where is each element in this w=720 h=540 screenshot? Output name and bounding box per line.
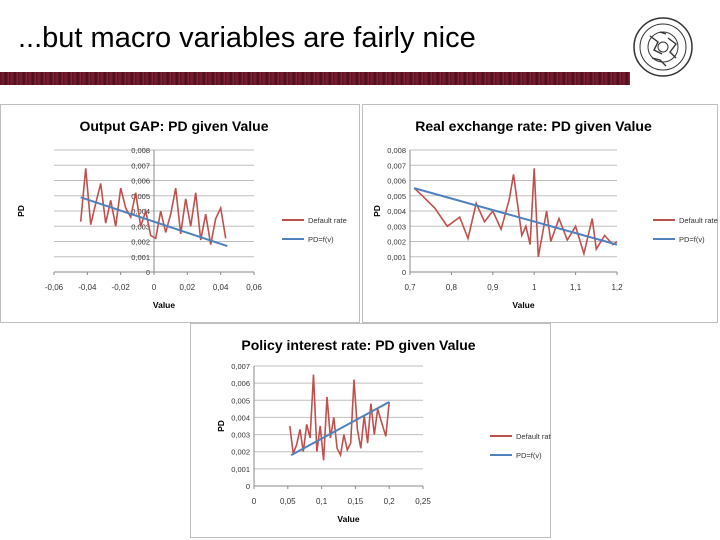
- y-tick-label: 0: [246, 482, 250, 491]
- series-line-pd-fit: [290, 401, 390, 456]
- legend-label: Default rate: [308, 216, 347, 225]
- x-tick-label: 0,1: [316, 497, 328, 506]
- x-tick-label: -0,02: [112, 283, 131, 292]
- series-line-default-rate: [413, 168, 618, 257]
- y-tick-label: 0,002: [387, 238, 406, 247]
- chart-frame: [0, 104, 360, 323]
- series-line-default-rate: [79, 168, 227, 245]
- x-tick-label: 1: [532, 283, 537, 292]
- y-tick-label: 0,003: [131, 222, 150, 231]
- x-tick-label: 0,04: [213, 283, 229, 292]
- legend-label: Default rate: [679, 216, 718, 225]
- y-tick-label: 0,007: [231, 362, 250, 371]
- chart-title: Policy interest rate: PD given Value: [241, 337, 475, 353]
- series-line-pd-fit: [80, 196, 228, 248]
- y-tick-label: 0,006: [131, 177, 150, 186]
- chart-frame: [362, 104, 718, 323]
- chart-frame: [190, 323, 551, 538]
- y-tick-label: 0,004: [131, 207, 150, 216]
- y-tick-label: 0,008: [131, 146, 150, 155]
- slide-header: ...but macro variables are fairly nice: [0, 0, 720, 85]
- legend-label: PD=f(v): [308, 235, 334, 244]
- y-tick-label: 0,006: [387, 177, 406, 186]
- x-tick-label: 0: [252, 497, 257, 506]
- y-tick-label: 0,005: [131, 192, 150, 201]
- university-seal-icon: [633, 17, 693, 77]
- chart-policy-interest-rate: Policy interest rate: PD given Value 0 0,0…: [190, 323, 551, 538]
- y-tick-label: 0,005: [231, 396, 250, 405]
- series-line-default-rate: [289, 374, 390, 461]
- y-tick-label: 0,003: [231, 431, 250, 440]
- x-tick-label: 0,02: [180, 283, 196, 292]
- x-tick-label: 0,7: [404, 283, 416, 292]
- chart-title: Output GAP: PD given Value: [79, 118, 268, 134]
- y-tick-label: 0,008: [387, 146, 406, 155]
- x-axis-label: Value: [512, 300, 534, 310]
- y-tick-label: 0,004: [387, 207, 406, 216]
- y-tick-label: 0,004: [231, 413, 250, 422]
- y-tick-label: 0,007: [131, 161, 150, 170]
- x-axis-label: Value: [153, 300, 175, 310]
- legend-label: Default rate: [516, 432, 551, 441]
- legend-label: PD=f(v): [679, 235, 705, 244]
- x-tick-label: 0,15: [348, 497, 364, 506]
- chart-title: Real exchange rate: PD given Value: [415, 118, 652, 134]
- x-tick-label: 0,06: [246, 283, 262, 292]
- chart-real-exchange-rate: Real exchange rate: PD given Value 0 0,001…: [362, 104, 718, 323]
- y-axis-label: PD: [16, 205, 26, 217]
- slide-title: ...but macro variables are fairly nice: [18, 22, 476, 54]
- x-tick-label: 1,1: [570, 283, 582, 292]
- y-tick-label: 0,007: [387, 161, 406, 170]
- x-axis-label: Value: [337, 514, 359, 524]
- y-tick-label: 0,005: [387, 192, 406, 201]
- y-tick-label: 0,001: [131, 253, 150, 262]
- x-tick-label: 0,8: [446, 283, 458, 292]
- x-tick-label: -0,04: [78, 283, 97, 292]
- y-tick-label: 0: [402, 268, 406, 277]
- y-axis-label: PD: [216, 420, 226, 432]
- y-tick-label: 0,006: [231, 379, 250, 388]
- header-band: [0, 72, 630, 85]
- x-tick-label: 0: [152, 283, 157, 292]
- series-line-pd-fit: [413, 187, 618, 246]
- chart-output-gap: Output GAP: PD given Value 0 0,001 0,002 0,0…: [0, 104, 360, 323]
- y-tick-label: 0,002: [131, 238, 150, 247]
- x-tick-label: 0,05: [280, 497, 296, 506]
- y-tick-label: 0,002: [231, 448, 250, 457]
- y-tick-label: 0,001: [231, 465, 250, 474]
- x-tick-label: 0,25: [415, 497, 431, 506]
- y-tick-label: 0,001: [387, 253, 406, 262]
- x-tick-label: 0,2: [384, 497, 396, 506]
- legend-label: PD=f(v): [516, 451, 542, 460]
- x-tick-label: 1,2: [611, 283, 623, 292]
- x-tick-label: -0,06: [45, 283, 64, 292]
- x-tick-label: 0,9: [487, 283, 499, 292]
- y-axis-label: PD: [372, 205, 382, 217]
- y-tick-label: 0,003: [387, 222, 406, 231]
